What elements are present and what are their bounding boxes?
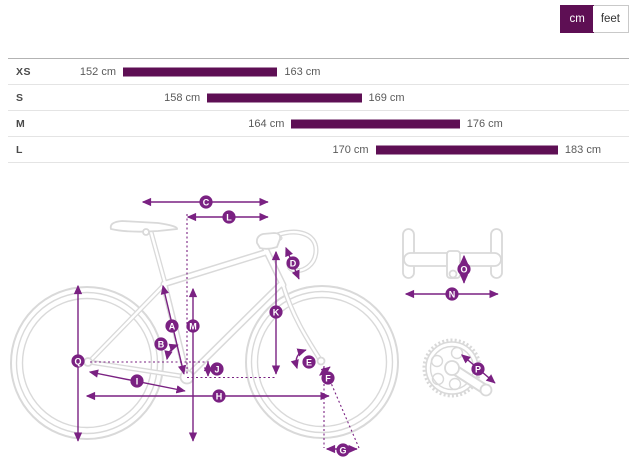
diagram-letter-badge-M xyxy=(186,319,200,333)
diagram-letter-badge-P xyxy=(471,362,485,376)
diagram-letter-badge-O xyxy=(457,262,471,276)
diagram-letter-D: D xyxy=(290,258,297,268)
height-range-bar xyxy=(207,93,362,102)
toggle-option-cm[interactable]: cm xyxy=(560,5,594,33)
size-row-m: M 164 cm 176 cm xyxy=(8,110,629,136)
diagram-letter-badge-C xyxy=(199,195,213,209)
diagram-letter-badge-G xyxy=(336,443,350,457)
diagram-letter-badge-N xyxy=(445,287,459,301)
diagram-letter-A: A xyxy=(169,321,176,331)
range-max-label: 169 cm xyxy=(368,91,405,104)
range-max-label: 163 cm xyxy=(284,65,321,78)
diagram-letter-badge-D xyxy=(286,256,300,270)
diagram-letter-P: P xyxy=(475,364,481,374)
diagram-letter-Q: Q xyxy=(74,356,81,366)
range-min-label: 164 cm xyxy=(248,117,285,130)
size-row-xs: XS 152 cm 163 cm xyxy=(8,58,629,84)
dim-arrow-B xyxy=(164,343,179,361)
diagram-letter-C: C xyxy=(203,197,210,207)
toggle-option-feet[interactable]: feet xyxy=(592,6,628,32)
bike-geometry-diagram: AB C D E F G H I J K L M N O P Q xyxy=(10,195,503,457)
diagram-letter-F: F xyxy=(325,373,331,383)
size-name: S xyxy=(16,91,24,104)
size-row-s: S 158 cm 169 cm xyxy=(8,84,629,110)
height-range-bar xyxy=(375,145,558,154)
diagram-letter-badge-A xyxy=(165,319,179,333)
diagram-letter-badge-L xyxy=(222,210,236,224)
diagram-letter-E: E xyxy=(306,357,312,367)
front-dropout xyxy=(316,356,326,366)
diagram-letter-J: J xyxy=(214,364,219,374)
dimension-letters: AB C D E F G H I J K L M N O P Q xyxy=(71,195,485,457)
diagram-letter-badge-K xyxy=(269,305,283,319)
diagram-letter-badge-Q xyxy=(71,354,85,368)
saddle xyxy=(109,220,178,236)
diagram-letter-L: L xyxy=(226,212,232,222)
diagram-letter-K: K xyxy=(273,307,280,317)
diagram-letter-H: H xyxy=(216,391,223,401)
dimension-arrows xyxy=(73,197,499,454)
height-range-bar xyxy=(291,119,460,128)
diagram-letter-B: B xyxy=(158,339,165,349)
range-max-label: 176 cm xyxy=(466,117,503,130)
dim-arrow-E xyxy=(290,348,307,370)
front-wheel xyxy=(245,285,399,439)
diagram-letter-badge-F xyxy=(321,371,335,385)
diagram-letter-O: O xyxy=(460,264,467,274)
diagram-letter-badge-B xyxy=(154,337,168,351)
range-min-label: 152 cm xyxy=(79,65,116,78)
diagram-letter-badge-I xyxy=(130,374,144,388)
size-name: L xyxy=(16,143,23,156)
height-range-bar xyxy=(123,67,278,76)
range-min-label: 170 cm xyxy=(332,143,369,156)
diagram-letter-N: N xyxy=(449,289,456,299)
bike-frame xyxy=(83,229,326,385)
size-row-l: L 170 cm 183 cm xyxy=(8,136,629,162)
diagram-letter-M: M xyxy=(189,321,197,331)
diagram-letter-badge-H xyxy=(212,389,226,403)
unit-toggle: cm feet xyxy=(560,5,629,33)
range-min-label: 158 cm xyxy=(164,91,201,104)
size-name: XS xyxy=(16,65,32,78)
brake-hood xyxy=(255,232,282,250)
diagram-letter-G: G xyxy=(339,445,346,455)
handlebar-front-view xyxy=(402,228,503,279)
dim-arrow-F xyxy=(319,366,331,376)
size-name: M xyxy=(16,117,26,130)
range-max-label: 183 cm xyxy=(564,143,601,156)
diagram-letter-badge-J xyxy=(210,362,224,376)
reference-lines xyxy=(90,214,360,449)
diagram-letter-badge-E xyxy=(302,355,316,369)
size-chart: XS 152 cm 163 cm S 158 cm 169 cm M 164 c… xyxy=(8,58,629,163)
diagram-letter-I: I xyxy=(136,376,139,386)
